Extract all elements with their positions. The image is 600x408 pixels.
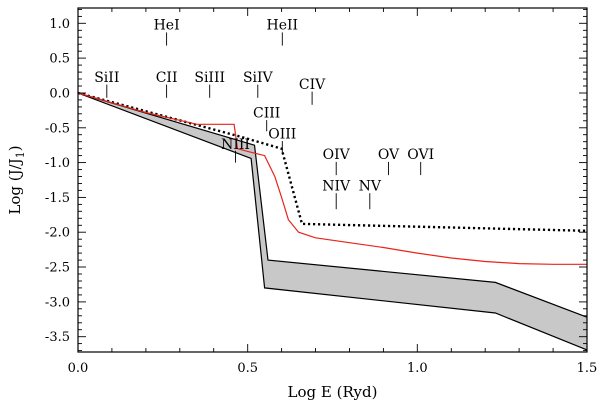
band-lower-line [77,92,588,351]
series-red-line [77,92,587,265]
y-tick-label: 1.0 [49,17,70,32]
axes: 0.0 0.5 1.0 1.5 1.0 0.5 0.0 -0.5 -1.0 -1.5 -2.0 -2.… [45,7,598,376]
y-axis-label-subscript: 1 [14,151,27,158]
ion-label-siii: SiII [94,70,119,86]
ion-label-ov: OV [378,147,400,163]
ion-label-hei: HeI [154,18,180,34]
band-upper-line [77,92,588,318]
ion-label-oiii: OIII [268,126,296,142]
y-tick-label: -2.5 [45,261,70,276]
band-fill [78,93,587,350]
x-axis-label: Log E (Ryd) [288,383,378,401]
y-tick-label: 0.5 [49,52,70,67]
y-tick-label: -1.5 [45,191,70,206]
y-axis-label: Log (J/J1) [6,145,27,214]
y-tick-label: -1.0 [45,156,70,171]
ion-label-cii: CII [156,70,178,86]
y-tick-label: 0.0 [49,87,70,102]
x-tick-label: 0.0 [68,361,89,376]
ion-label-ovi: OVI [407,147,434,163]
ion-label-oiv: OIV [323,147,351,163]
series-dotted-line [77,91,588,232]
ion-label-nv: NV [359,179,382,195]
band-layer [77,92,588,351]
plot-frame [77,7,588,353]
x-tick-label: 0.5 [237,361,258,376]
ion-label-siiv: SiIV [243,70,274,86]
y-tick-label: -0.5 [45,121,70,136]
x-tick-label: 1.0 [407,361,428,376]
ion-label-heii: HeII [267,18,299,34]
ion-label-niii: NIII [221,137,250,153]
ion-label-niv: NIV [322,179,351,195]
y-axis-label-close: ) [6,145,24,151]
ion-label-siiii: SiIII [194,70,225,86]
x-tick-label: 1.5 [577,361,598,376]
y-tick-label: -2.0 [45,226,70,241]
series-layer [77,91,588,265]
ion-label-civ: CIV [299,77,326,93]
y-tick-label: -3.0 [45,295,70,310]
ion-label-ciii: CIII [253,106,280,122]
y-axis-label-main: Log (J/J [6,158,24,214]
y-tick-label: -3.5 [45,330,70,345]
